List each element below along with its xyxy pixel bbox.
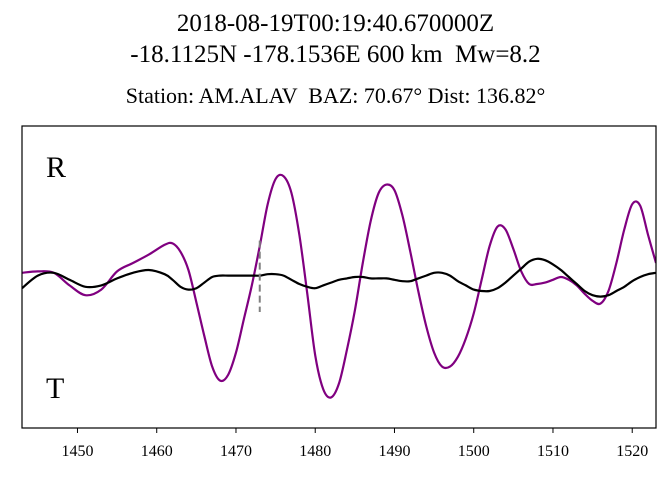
chart-title-event: -18.1125N -178.1536E 600 km Mw=8.2: [130, 41, 541, 68]
x-axis-ticks: 1450 1460 1470 1480 1490 1500 1510 1520: [61, 428, 648, 460]
plot-frame: [21, 125, 657, 429]
x-tick-label: 1500: [458, 443, 490, 460]
transverse-component-label: T: [46, 372, 64, 405]
x-tick-label: 1480: [299, 443, 331, 460]
x-tick-label: 1450: [61, 443, 93, 460]
traces-group: [22, 173, 656, 399]
x-tick-label: 1470: [220, 443, 252, 460]
x-tick-label: 1490: [378, 443, 410, 460]
radial-component-label: R: [46, 151, 66, 184]
chart-title-datetime: 2018-08-19T00:19:40.670000Z: [176, 10, 495, 37]
trace-r: [22, 173, 656, 399]
trace-t: [22, 257, 656, 298]
x-tick-label: 1510: [537, 443, 569, 460]
x-tick-label: 1520: [616, 443, 648, 460]
chart-subtitle-station: Station: AM.ALAV BAZ: 70.67° Dist: 136.8…: [125, 83, 546, 108]
x-tick-label: 1460: [141, 443, 173, 460]
